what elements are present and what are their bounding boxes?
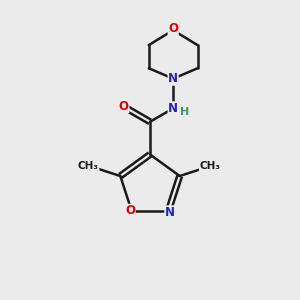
Text: N: N bbox=[168, 72, 178, 85]
Text: O: O bbox=[119, 100, 129, 112]
Text: CH₃: CH₃ bbox=[78, 160, 99, 171]
Text: O: O bbox=[168, 22, 178, 35]
Text: H: H bbox=[180, 107, 189, 117]
Text: N: N bbox=[165, 206, 175, 219]
Text: CH₃: CH₃ bbox=[200, 161, 220, 171]
Text: N: N bbox=[168, 102, 178, 115]
Text: O: O bbox=[125, 204, 135, 218]
